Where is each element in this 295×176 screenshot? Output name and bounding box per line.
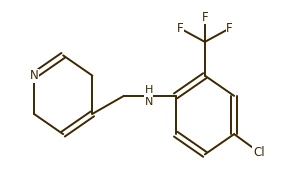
Text: N: N [30, 69, 38, 82]
Text: H
N: H N [145, 85, 153, 107]
Text: F: F [177, 22, 183, 35]
Text: Cl: Cl [253, 146, 265, 159]
Text: F: F [201, 11, 208, 24]
Text: F: F [226, 22, 233, 35]
